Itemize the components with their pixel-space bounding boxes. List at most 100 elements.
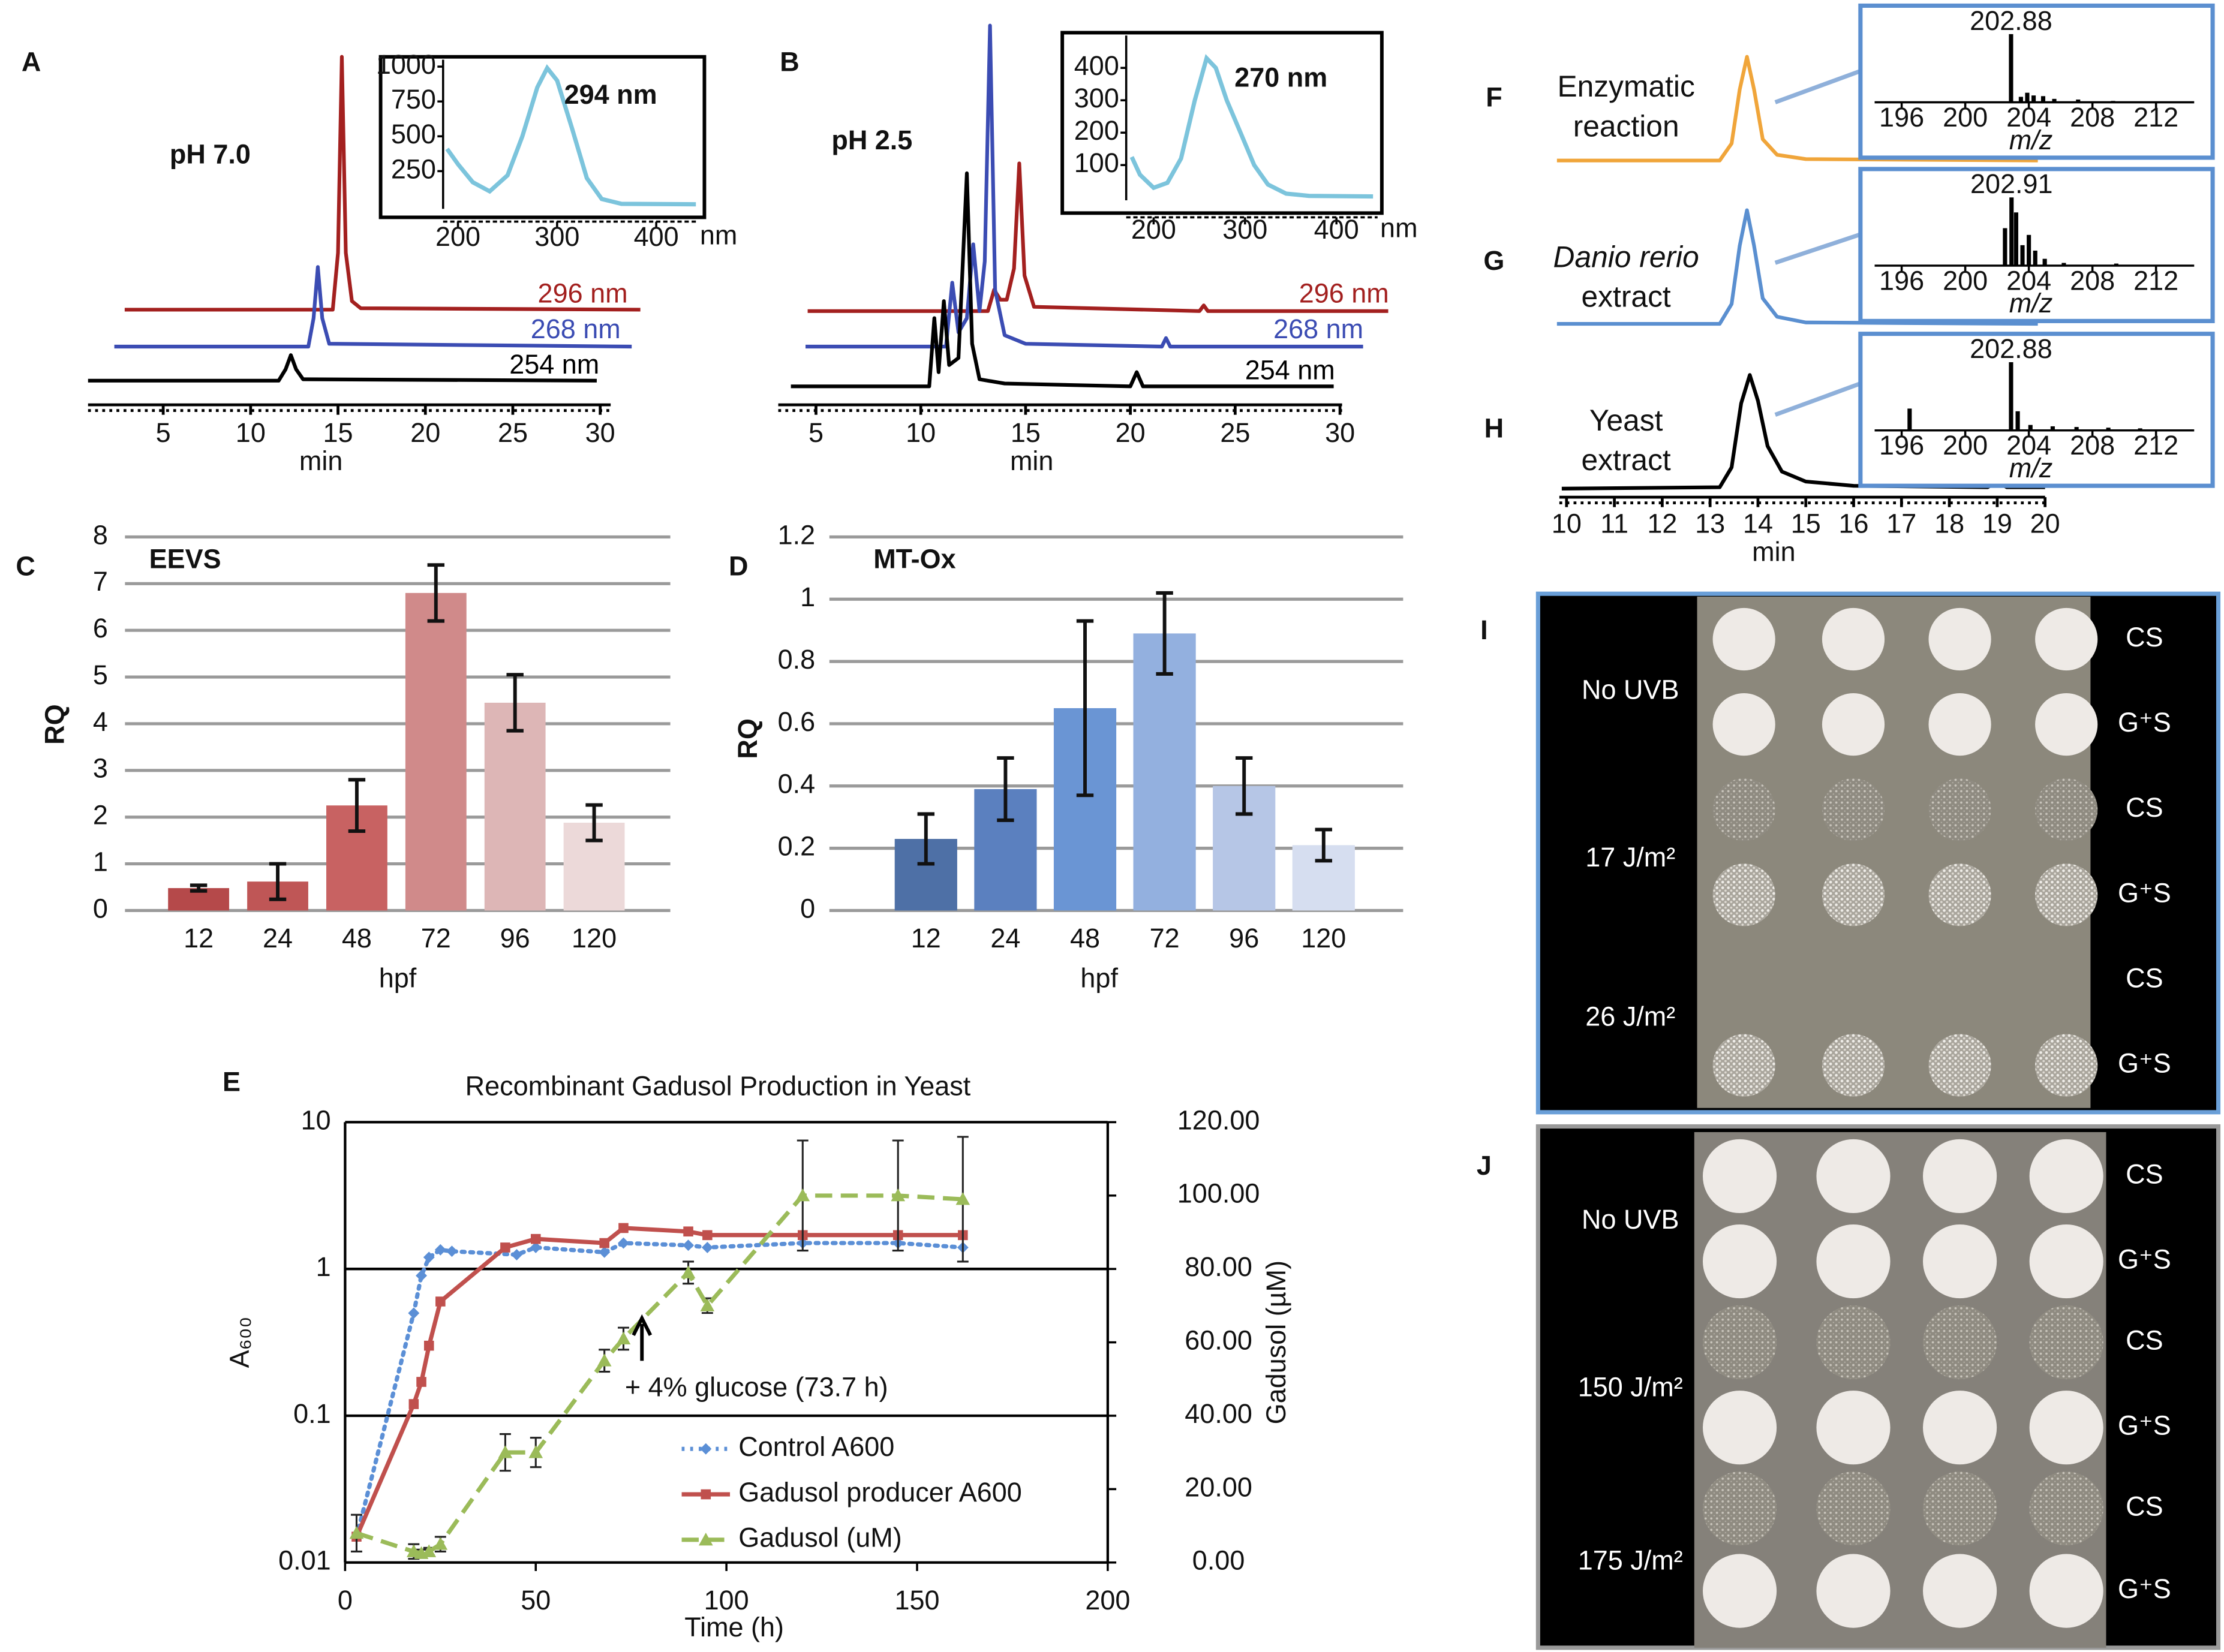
- x-tick-label: 5: [809, 417, 824, 448]
- annotation: + 4% glucose (73.7 h): [625, 1372, 888, 1403]
- x-tick-label: 0: [338, 1585, 353, 1615]
- marker: [349, 1525, 364, 1539]
- x-tick-label: 50: [521, 1585, 551, 1615]
- y2-tick-label: 0.00: [1192, 1545, 1245, 1576]
- x-tick-label: 25: [1220, 417, 1250, 448]
- dose-label: 175 J/m²: [1578, 1545, 1683, 1576]
- dose-label: 26 J/m²: [1585, 1001, 1675, 1031]
- y-tick-label: 0.6: [778, 706, 816, 737]
- trace-label: 296 nm: [538, 278, 628, 309]
- peak-label: 202.91: [1970, 168, 2053, 199]
- x-tick-label: 48: [1070, 923, 1100, 953]
- leader-line: [1774, 381, 1862, 417]
- yeast-spot: [1822, 1034, 1885, 1097]
- annotation: 270 nm: [1234, 62, 1327, 93]
- marker: [500, 1242, 510, 1253]
- yeast-spot: [1816, 1472, 1891, 1546]
- x-tick-label: 196: [1879, 430, 1924, 461]
- strain-label: G⁺S: [2118, 1410, 2171, 1441]
- annotation: pH 7.0: [170, 139, 251, 169]
- y-tick-label: 0.2: [778, 830, 816, 861]
- x-tick-label: 24: [990, 923, 1020, 953]
- x-axis-label: nm: [700, 219, 737, 250]
- trace-label: 296 nm: [1299, 278, 1389, 309]
- strain-label: G⁺S: [2118, 1244, 2171, 1274]
- y-axis-label: RQ: [40, 704, 70, 744]
- bar: [1133, 633, 1196, 911]
- yeast-spot: [2035, 693, 2098, 756]
- marker: [618, 1237, 629, 1249]
- error-bar: [1315, 827, 1333, 863]
- yeast-spot: [1703, 1139, 1777, 1214]
- yeast-spot: [1712, 693, 1775, 756]
- y-axis-label: A₆₀₀: [224, 1317, 254, 1368]
- x-tick-label: 10: [906, 417, 936, 448]
- series-line: [356, 1193, 963, 1555]
- x-axis-label: hpf: [379, 962, 417, 993]
- y-tick-label: 100: [1074, 148, 1119, 178]
- y2-tick-label: 100.00: [1177, 1178, 1260, 1209]
- trace: [1556, 208, 2038, 326]
- marker: [702, 1230, 713, 1241]
- x-tick-label: 96: [500, 923, 530, 953]
- bar: [405, 592, 467, 911]
- dose-label: No UVB: [1582, 1204, 1679, 1235]
- y-axis-label: RQ: [732, 718, 763, 759]
- y-tick-label: 1: [316, 1251, 331, 1282]
- marker: [423, 1340, 434, 1351]
- x-tick-label: 16: [1839, 508, 1869, 538]
- x-tick-label: 72: [1150, 923, 1180, 953]
- x-tick-label: 200: [1943, 102, 1988, 133]
- x-axis-label: nm: [1380, 213, 1417, 243]
- marker: [891, 1188, 906, 1202]
- marker: [408, 1307, 420, 1319]
- marker: [700, 1298, 715, 1311]
- x-tick-label: 200: [1943, 430, 1988, 461]
- marker: [683, 1239, 695, 1251]
- marker: [683, 1226, 693, 1236]
- yeast-spot: [1923, 1224, 1997, 1299]
- yeast-spot: [1703, 1391, 1777, 1465]
- yeast-spot: [1928, 1034, 1991, 1097]
- x-tick-label: 13: [1695, 508, 1725, 538]
- trace: [114, 265, 632, 349]
- x-tick-label: 200: [435, 221, 480, 252]
- panel-letter: B: [780, 46, 799, 77]
- leader-line: [1774, 232, 1861, 265]
- inset-frame: [1858, 332, 2215, 488]
- x-tick-label: 12: [184, 923, 214, 953]
- x-axis-label: Time (h): [684, 1612, 784, 1642]
- marker: [701, 1489, 711, 1500]
- yeast-spot: [2029, 1472, 2103, 1546]
- panel-letter: F: [1486, 82, 1502, 113]
- spectrum-curve: [445, 64, 696, 207]
- y-tick-label: 7: [93, 566, 108, 597]
- x-tick-label: 30: [585, 417, 615, 448]
- yeast-spot: [1816, 1139, 1891, 1214]
- yeast-spot: [1703, 1305, 1777, 1380]
- yeast-spot: [1816, 1391, 1891, 1465]
- trace-label: Danio rerio extract: [1553, 241, 1699, 314]
- yeast-spot: [2029, 1224, 2103, 1299]
- panel-letter: C: [16, 550, 35, 581]
- yeast-spot: [1923, 1139, 1997, 1214]
- y-tick-label: 4: [93, 706, 108, 737]
- x-tick-label: 400: [634, 221, 679, 252]
- x-tick-label: 72: [421, 923, 451, 953]
- x-tick-label: 19: [1982, 508, 2012, 538]
- trace-label: 254 nm: [509, 349, 599, 380]
- marker: [599, 1238, 609, 1248]
- strain-label: CS: [2126, 962, 2163, 993]
- panel-letter: E: [223, 1066, 241, 1097]
- y2-tick-label: 40.00: [1185, 1398, 1252, 1429]
- x-tick-label: 212: [2133, 430, 2178, 461]
- error-bar: [1076, 619, 1094, 798]
- x-tick-label: 12: [911, 923, 941, 953]
- strain-label: CS: [2126, 1158, 2163, 1189]
- yeast-spot: [1822, 607, 1885, 671]
- x-tick-label: 12: [1647, 508, 1677, 538]
- x-tick-label: 212: [2133, 102, 2178, 133]
- marker: [698, 1533, 713, 1546]
- yeast-spot: [2035, 778, 2098, 841]
- legend-label: Gadusol (uM): [738, 1522, 901, 1553]
